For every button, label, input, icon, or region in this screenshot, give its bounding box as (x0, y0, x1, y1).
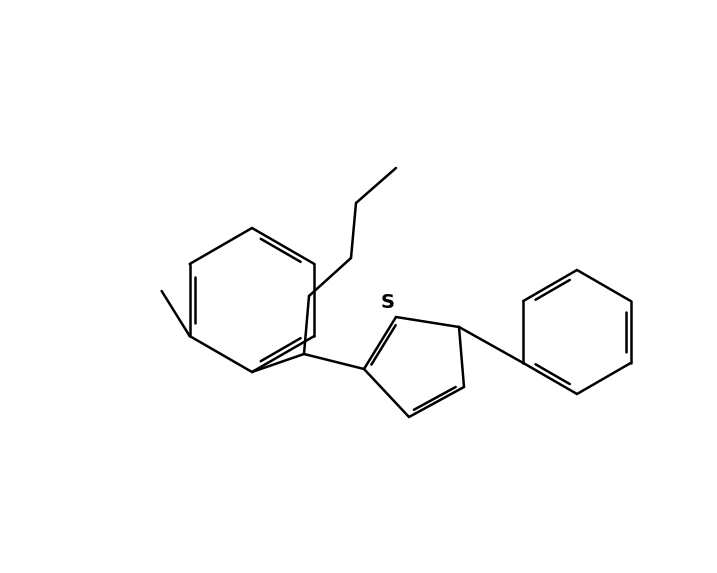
Text: S: S (381, 292, 395, 312)
